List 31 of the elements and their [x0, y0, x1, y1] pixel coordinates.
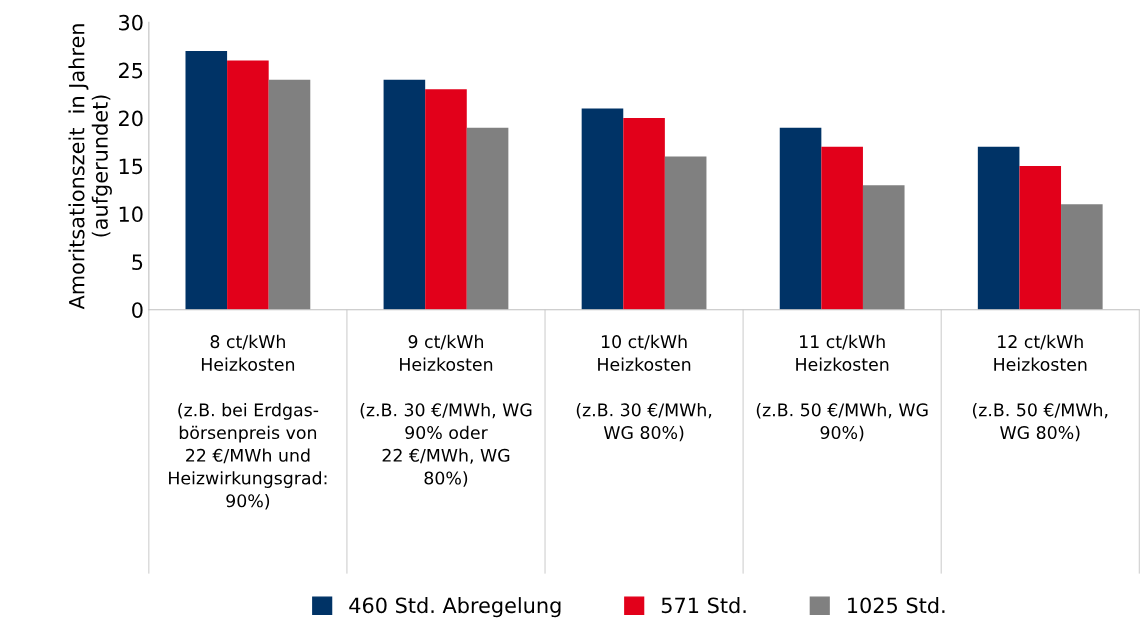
legend-label: 1025 Std. — [848, 597, 945, 614]
bar — [268, 79, 311, 310]
bar — [821, 146, 863, 310]
bar — [581, 108, 624, 310]
bar — [1061, 204, 1103, 310]
legend-label: 571 Std. — [661, 597, 746, 614]
legend-label: 460 Std. Abregelung — [349, 597, 561, 618]
y-tick-label: 10 — [119, 206, 143, 223]
bar — [779, 127, 822, 310]
y-tick-label: 15 — [119, 158, 143, 175]
bar — [185, 51, 228, 310]
bar — [623, 118, 665, 310]
category-label: 11 ct/kWh Heizkosten (z.B. 50 €/MWh, WG 90%) — [756, 334, 928, 442]
y-tick-label: 20 — [119, 110, 143, 127]
bar — [425, 89, 467, 310]
bar — [664, 156, 707, 310]
bar — [1019, 166, 1062, 310]
category-label: 12 ct/kWh Heizkosten (z.B. 50 €/MWh, WG 80%) — [972, 334, 1108, 442]
category-label: 8 ct/kWh Heizkosten (z.B. bei Erdgas- börsenpreis von 22 €/MWh und Heizwirkungsgrad: 90%) — [169, 334, 327, 510]
bar — [862, 185, 905, 310]
y-tick-label: 30 — [119, 14, 143, 31]
y-tick-label: 25 — [119, 62, 143, 79]
y-tick-label: 0 — [132, 302, 143, 318]
category-label: 9 ct/kWh Heizkosten (z.B. 30 €/MWh, WG 90% oder 22 €/MWh, WG 80%) — [360, 334, 532, 487]
bar — [466, 127, 509, 310]
y-tick-label: 5 — [132, 254, 143, 271]
bar — [227, 60, 269, 310]
y-axis-title: Amoritsationszeit in Jahren (aufgerundet) — [68, 24, 112, 310]
category-label: 10 ct/kWh Heizkosten (z.B. 30 €/MWh, WG 80%) — [576, 334, 712, 442]
bar — [383, 79, 426, 310]
bar — [977, 146, 1020, 310]
